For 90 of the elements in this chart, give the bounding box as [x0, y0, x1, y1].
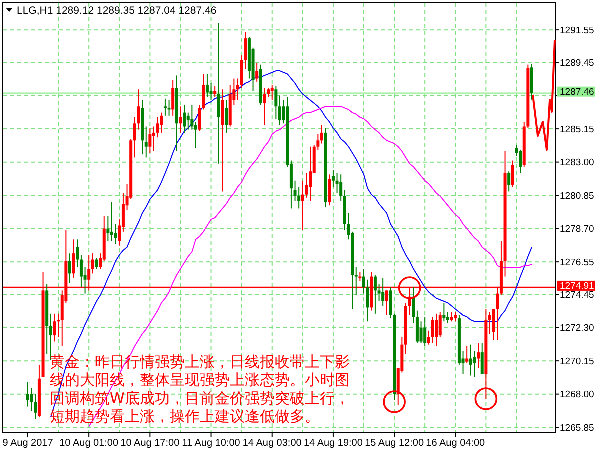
x-tick-label: 10 Aug 17:00	[120, 438, 180, 449]
ref-line-label: 1287.46	[560, 87, 594, 98]
candlestick	[95, 258, 98, 270]
candlestick	[511, 160, 514, 188]
candlestick	[354, 266, 358, 296]
candlestick	[179, 106, 182, 134]
candlestick	[214, 86, 217, 98]
candlestick	[26, 381, 30, 408]
candlestick	[183, 104, 186, 134]
candlestick	[328, 174, 332, 206]
candlestick	[217, 22, 220, 164]
y-tick-label: 1270.15	[560, 356, 594, 368]
annotation: 短期趋势看上涨，操作上建议逢低做多。	[50, 408, 320, 426]
candlestick	[190, 104, 194, 130]
candlestick	[438, 312, 442, 338]
candlestick	[477, 342, 480, 369]
x-tick-label: 14 Aug 03:00	[242, 438, 302, 449]
candlestick	[256, 62, 259, 82]
candlestick	[68, 253, 72, 284]
candlestick	[424, 316, 427, 347]
candlestick	[267, 88, 270, 98]
candlestick	[91, 253, 94, 274]
candlestick	[236, 78, 240, 101]
candlestick	[420, 321, 423, 344]
y-tick-label: 1289.45	[560, 58, 594, 69]
x-tick-label: 16 Aug 04:00	[426, 438, 486, 449]
candlestick	[210, 82, 213, 101]
y-tick-label: 1268.00	[560, 390, 594, 401]
candlestick	[206, 74, 209, 98]
x-tick-label: 15 Aug 12:00	[365, 438, 424, 449]
candlestick	[164, 98, 167, 116]
candlestick	[362, 268, 366, 294]
candlestick	[110, 202, 114, 242]
candlestick	[374, 274, 377, 314]
candlestick	[431, 316, 434, 344]
candlestick	[114, 224, 118, 245]
candlestick	[106, 216, 110, 242]
candlestick	[466, 346, 469, 364]
candlestick	[320, 124, 324, 144]
candlestick	[508, 171, 511, 192]
candlestick	[160, 112, 164, 134]
y-tick-label: 1291.55	[560, 25, 594, 36]
candlestick	[385, 290, 388, 316]
candlestick	[156, 116, 160, 138]
candlestick	[469, 344, 472, 376]
y-tick-label: 1283.00	[560, 158, 594, 169]
chart-title: LLG,H1 1289.12 1289.35 1287.04 1287.46	[17, 5, 217, 17]
ref-line-label: 1274.91	[560, 281, 594, 292]
candlestick	[340, 174, 343, 202]
candlestick	[263, 88, 266, 126]
candlestick	[278, 95, 282, 126]
candlestick	[225, 100, 228, 134]
x-tick-label: 10 Aug 01:00	[60, 438, 119, 449]
candlestick	[366, 279, 370, 322]
candlestick	[152, 126, 156, 152]
candlestick	[72, 239, 76, 279]
candlestick	[519, 149, 522, 174]
y-tick-label: 1272.30	[560, 323, 594, 334]
candlestick	[454, 312, 458, 322]
candlestick	[57, 313, 60, 338]
candlestick	[168, 100, 171, 116]
y-tick-label: 1280.85	[560, 190, 594, 202]
x-tick-label: 9 Aug 2017	[2, 438, 54, 449]
y-tick-label: 1265.85	[560, 422, 594, 434]
candlestick	[274, 86, 278, 120]
candlestick	[450, 312, 454, 322]
y-tick-label: 1276.55	[560, 257, 594, 268]
candlestick	[332, 170, 335, 188]
candlestick	[76, 239, 80, 268]
candlestick	[144, 126, 148, 158]
candlestick	[80, 254, 83, 288]
candlestick	[382, 278, 385, 307]
x-tick-label: 11 Aug 10:00	[182, 438, 241, 449]
x-tick-label: 14 Aug 19:00	[304, 438, 364, 449]
candlestick	[172, 80, 175, 116]
y-tick-label: 1278.70	[560, 224, 594, 236]
candlestick	[194, 122, 198, 149]
candlestick	[435, 313, 438, 347]
candlestick	[148, 128, 152, 154]
candlestick	[446, 312, 450, 324]
candlestick	[442, 302, 446, 322]
candlestick	[270, 84, 274, 101]
y-tick-label: 1274.45	[560, 290, 594, 301]
candlestick	[480, 342, 484, 375]
candlestick	[358, 272, 362, 282]
candlestick	[53, 313, 56, 342]
candlestick	[488, 312, 492, 335]
y-tick-label: 1285.15	[560, 124, 594, 136]
candlestick	[309, 146, 312, 202]
candlestick	[412, 287, 416, 324]
